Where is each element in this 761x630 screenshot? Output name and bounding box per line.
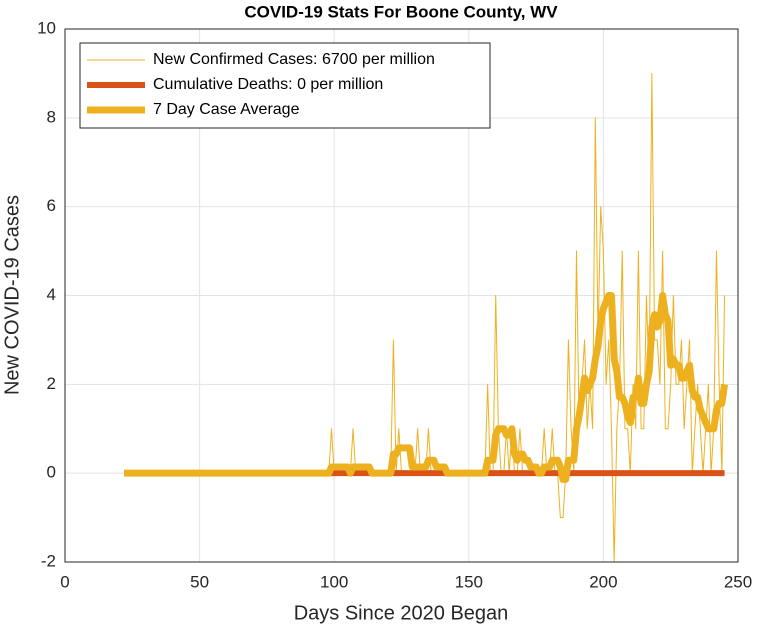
x-tick-label: 200 [589, 572, 617, 591]
y-axis-label: New COVID-19 Cases [1, 195, 23, 395]
y-tick-label: 10 [37, 18, 56, 37]
x-tick-label: 0 [60, 572, 69, 591]
y-tick-label: 8 [47, 107, 56, 126]
legend-label: Cumulative Deaths: 0 per million [153, 76, 383, 93]
y-tick-label: 0 [47, 463, 56, 482]
legend-label: 7 Day Case Average [153, 101, 300, 118]
y-tick-label: 4 [47, 285, 56, 304]
data-line [123, 292, 729, 483]
chart-title: COVID-19 Stats For Boone County, WV [244, 2, 558, 21]
axes-box [64, 28, 739, 563]
x-axis-label: Days Since 2020 Began [294, 602, 509, 624]
legend-box [79, 42, 491, 129]
x-tick-label: 150 [455, 572, 483, 591]
x-tick-label: 100 [320, 572, 348, 591]
y-tick-label: 2 [47, 374, 56, 393]
x-tick-label: 50 [190, 572, 209, 591]
x-tick-label: 250 [724, 572, 752, 591]
y-tick-label: 6 [47, 196, 56, 215]
y-tick-label: -2 [41, 551, 56, 570]
legend-label: New Confirmed Cases: 6700 per million [153, 51, 435, 68]
